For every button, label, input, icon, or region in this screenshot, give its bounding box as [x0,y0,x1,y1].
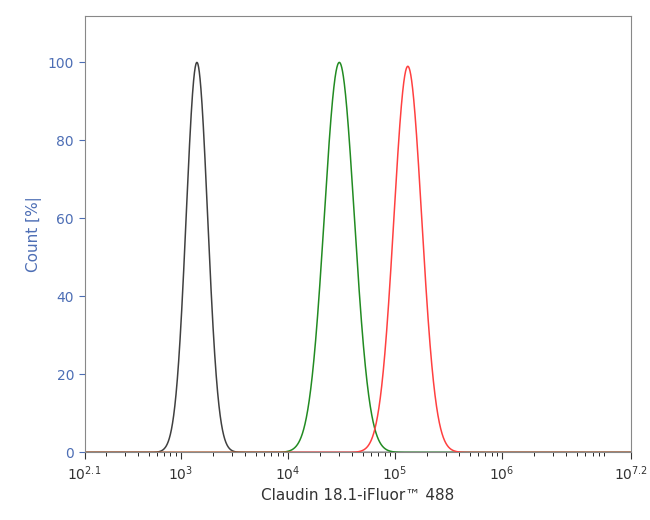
X-axis label: Claudin 18.1-iFluor™ 488: Claudin 18.1-iFluor™ 488 [261,488,454,503]
Y-axis label: Count [%|: Count [%| [26,196,42,272]
